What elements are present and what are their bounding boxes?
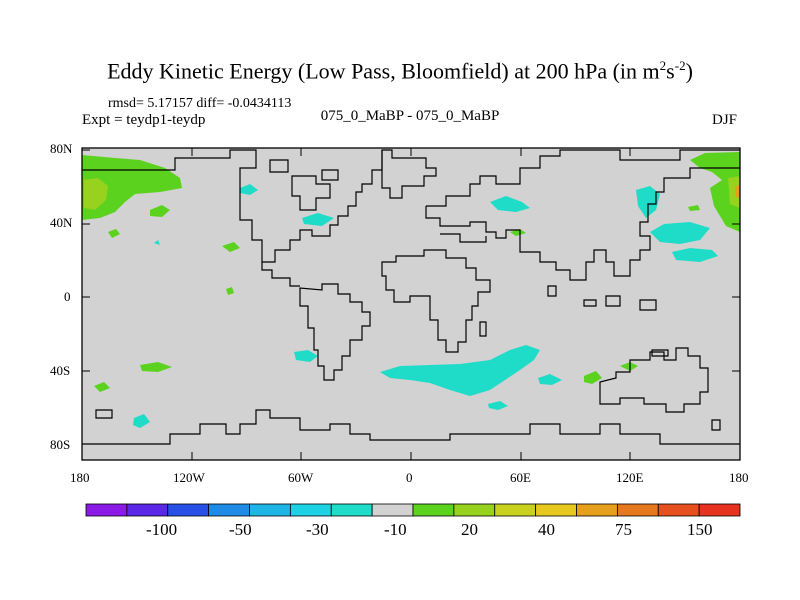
colorbar-swatch <box>535 503 577 517</box>
lat-label-0: 0 <box>64 289 71 304</box>
coastline-central-america <box>261 262 300 287</box>
region-green-2 <box>108 229 120 238</box>
coastline-greenland <box>381 149 437 199</box>
region-green-6 <box>688 205 700 211</box>
colorbar-swatch <box>494 503 537 517</box>
lat-label-80n: 80N <box>50 141 73 156</box>
colorbar-label: -100 <box>146 520 178 539</box>
rmsd-diff-stats: rmsd= 5.17157 diff= -0.0434113 <box>108 96 292 111</box>
case-label: 075_0_MaBP - 075_0_MaBP <box>320 108 500 124</box>
coastline-antarctica <box>82 409 740 445</box>
colorbar-swatch <box>249 503 291 517</box>
colorbar-label: 20 <box>461 520 478 539</box>
coastline-south-america <box>299 283 371 381</box>
region-cyan-1 <box>240 184 258 195</box>
title-sup-2: -2 <box>674 58 686 73</box>
coastline-australia <box>599 347 709 413</box>
colorbar-swatch <box>576 503 618 517</box>
lon-label-120w: 120W <box>173 470 205 485</box>
lon-label-180w: 180 <box>70 470 90 485</box>
coastlines <box>82 149 740 445</box>
region-green-4 <box>226 287 234 295</box>
lon-label-180e: 180 <box>729 470 749 485</box>
colorbar-label: -10 <box>384 520 407 539</box>
colorbar-swatch <box>126 503 169 517</box>
region-cyan-7 <box>154 240 160 245</box>
region-ne-orange <box>735 185 740 198</box>
region-cyan-6 <box>672 248 718 262</box>
lon-label-60e: 60E <box>510 470 531 485</box>
axis-ticks <box>81 148 741 460</box>
colorbar-swatch <box>657 503 700 517</box>
colorbar-label: 40 <box>538 520 555 539</box>
colorbar-swatch <box>371 503 414 517</box>
contour-fills <box>82 152 740 428</box>
coastline-hudson-bay <box>291 175 331 211</box>
region-cyan-2 <box>302 213 334 226</box>
colorbar-swatch <box>616 503 659 517</box>
coastline-north-america <box>82 149 383 263</box>
figure-title: Eddy Kinetic Energy (Low Pass, Bloomfiel… <box>0 58 800 84</box>
title-text-end: ) <box>685 58 693 84</box>
region-cyan-11 <box>488 401 508 410</box>
region-cyan-4 <box>636 186 660 218</box>
coastline-southeast-asia <box>547 285 657 311</box>
region-cyan-8 <box>294 350 318 362</box>
region-green-1 <box>150 205 170 217</box>
region-cyan-5 <box>650 222 710 244</box>
colorbar-label: -30 <box>306 520 329 539</box>
coastline-south-islands <box>95 349 669 419</box>
map-background <box>82 148 740 460</box>
region-green-10 <box>620 362 638 371</box>
colorbar-swatch <box>289 503 332 517</box>
coastline-madagascar <box>479 321 487 337</box>
region-cyan-10 <box>538 374 562 385</box>
lon-label-0: 0 <box>406 470 413 485</box>
title-text-mid: s <box>666 58 675 84</box>
colorbar-swatch <box>167 503 210 517</box>
region-ne-green <box>690 152 740 232</box>
region-cyan-12 <box>133 414 150 428</box>
region-nw-yellowgreen <box>84 178 108 210</box>
coastline-new-zealand <box>711 419 721 431</box>
colorbar-swatch <box>453 503 496 517</box>
lat-label-40s: 40S <box>50 363 71 378</box>
region-green-9 <box>584 371 602 384</box>
lon-label-60w: 60W <box>288 470 314 485</box>
region-ne-yellowgreen <box>728 176 740 208</box>
season-label: DJF <box>712 112 738 128</box>
lon-label-120e: 120E <box>616 470 644 485</box>
colorbar-label: 150 <box>687 520 713 539</box>
coastline-europe-asia <box>425 149 740 281</box>
coastline-arctic-islands <box>269 159 339 181</box>
colorbar-swatch <box>412 503 455 517</box>
colorbar-label: -50 <box>229 520 252 539</box>
colorbar-label: 75 <box>615 520 632 539</box>
region-green-5 <box>510 229 526 236</box>
region-nw-green <box>82 155 182 220</box>
colorbar-swatch <box>85 503 128 517</box>
region-green-3 <box>222 242 240 252</box>
region-green-7 <box>140 362 172 372</box>
region-cyan-3 <box>490 196 530 212</box>
experiment-label: Expt = teydp1-teydp <box>82 112 206 128</box>
colorbar <box>85 503 741 517</box>
coastline-africa <box>381 249 491 353</box>
lat-label-80s: 80S <box>50 437 71 452</box>
colorbar-swatch <box>698 503 741 517</box>
colorbar-swatch <box>208 503 250 517</box>
region-green-8 <box>94 382 110 392</box>
colorbar-swatch <box>330 503 373 517</box>
coastline-mediterranean <box>440 233 487 243</box>
lat-label-40n: 40N <box>50 215 73 230</box>
title-sup-1: 2 <box>659 58 667 73</box>
region-cyan-9 <box>380 345 540 396</box>
title-text: Eddy Kinetic Energy (Low Pass, Bloomfiel… <box>107 58 660 84</box>
